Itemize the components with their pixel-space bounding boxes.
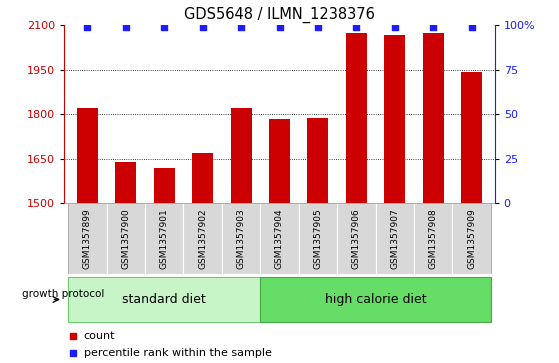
- FancyBboxPatch shape: [68, 277, 260, 322]
- FancyBboxPatch shape: [68, 203, 107, 274]
- Text: GSM1357903: GSM1357903: [236, 208, 245, 269]
- FancyBboxPatch shape: [337, 203, 376, 274]
- Point: [352, 24, 361, 30]
- Text: GSM1357905: GSM1357905: [314, 208, 323, 269]
- Text: percentile rank within the sample: percentile rank within the sample: [84, 348, 272, 359]
- Text: GSM1357908: GSM1357908: [429, 208, 438, 269]
- Text: standard diet: standard diet: [122, 293, 206, 306]
- Bar: [192, 154, 213, 203]
- Point: [314, 24, 323, 30]
- Text: count: count: [84, 331, 115, 340]
- Bar: [423, 33, 444, 203]
- FancyBboxPatch shape: [107, 203, 145, 274]
- Bar: [346, 33, 367, 203]
- FancyBboxPatch shape: [145, 203, 183, 274]
- Bar: [307, 118, 329, 203]
- Point: [121, 24, 130, 30]
- Bar: [461, 72, 482, 203]
- Point: [198, 24, 207, 30]
- Point: [160, 24, 169, 30]
- Title: GDS5648 / ILMN_1238376: GDS5648 / ILMN_1238376: [184, 7, 375, 23]
- FancyBboxPatch shape: [183, 203, 222, 274]
- FancyBboxPatch shape: [260, 277, 491, 322]
- Text: growth protocol: growth protocol: [22, 289, 105, 299]
- Bar: [154, 168, 175, 203]
- Point: [236, 24, 245, 30]
- Bar: [384, 35, 405, 203]
- FancyBboxPatch shape: [260, 203, 299, 274]
- Text: GSM1357906: GSM1357906: [352, 208, 361, 269]
- Point: [390, 24, 399, 30]
- Point: [275, 24, 284, 30]
- Text: GSM1357904: GSM1357904: [275, 208, 284, 269]
- FancyBboxPatch shape: [376, 203, 414, 274]
- Text: GSM1357909: GSM1357909: [467, 208, 476, 269]
- Text: GSM1357902: GSM1357902: [198, 208, 207, 269]
- Text: GSM1357900: GSM1357900: [121, 208, 130, 269]
- Point: [467, 24, 476, 30]
- Bar: [115, 162, 136, 203]
- Point: [83, 24, 92, 30]
- Text: GSM1357901: GSM1357901: [160, 208, 169, 269]
- FancyBboxPatch shape: [452, 203, 491, 274]
- Text: GSM1357899: GSM1357899: [83, 208, 92, 269]
- Text: GSM1357907: GSM1357907: [390, 208, 399, 269]
- FancyBboxPatch shape: [414, 203, 452, 274]
- Bar: [269, 119, 290, 203]
- Bar: [77, 109, 98, 203]
- Bar: [230, 108, 252, 203]
- Text: high calorie diet: high calorie diet: [325, 293, 427, 306]
- Point: [429, 24, 438, 30]
- FancyBboxPatch shape: [222, 203, 260, 274]
- FancyBboxPatch shape: [299, 203, 337, 274]
